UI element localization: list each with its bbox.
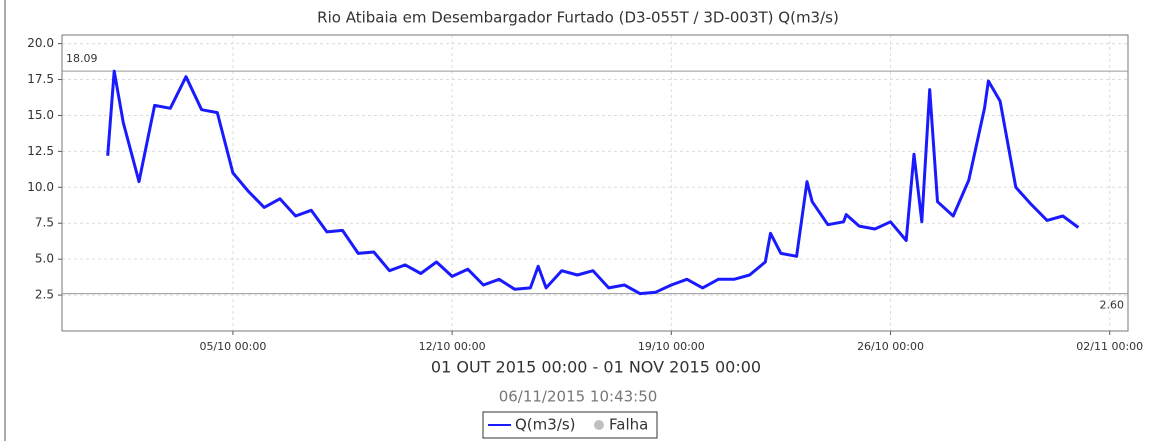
x-tick-label: 26/10 00:00 bbox=[857, 340, 924, 353]
legend-label: Q(m3/s) bbox=[515, 416, 576, 434]
y-tick-label: 2.5 bbox=[35, 288, 54, 302]
legend-dot bbox=[594, 420, 604, 430]
legend-box bbox=[482, 411, 658, 439]
x-tick-label: 02/11 00:00 bbox=[1076, 340, 1143, 353]
y-tick-label: 7.5 bbox=[35, 216, 54, 230]
y-tick-label: 12.5 bbox=[27, 144, 54, 158]
y-tick-label: 5.0 bbox=[35, 252, 54, 266]
plot-frame bbox=[61, 34, 1129, 332]
timestamp: 06/11/2015 10:43:50 bbox=[499, 388, 658, 406]
y-tick-label: 15.0 bbox=[27, 108, 54, 122]
y-tick-label: 17.5 bbox=[27, 72, 54, 86]
y-tick-label: 10.0 bbox=[27, 180, 54, 194]
chart-title: Rio Atibaia em Desembargador Furtado (D3… bbox=[317, 9, 839, 27]
min-label: 2.60 bbox=[1100, 299, 1125, 312]
x-tick-label: 12/10 00:00 bbox=[419, 340, 486, 353]
legend-label: Falha bbox=[609, 416, 648, 434]
data-line bbox=[106, 69, 1080, 296]
max-label: 18.09 bbox=[66, 52, 98, 65]
x-tick-label: 05/10 00:00 bbox=[199, 340, 266, 353]
y-tick-label: 20.0 bbox=[27, 36, 54, 50]
range-label: 01 OUT 2015 00:00 - 01 NOV 2015 00:00 bbox=[431, 358, 761, 377]
x-tick-label: 19/10 00:00 bbox=[638, 340, 705, 353]
